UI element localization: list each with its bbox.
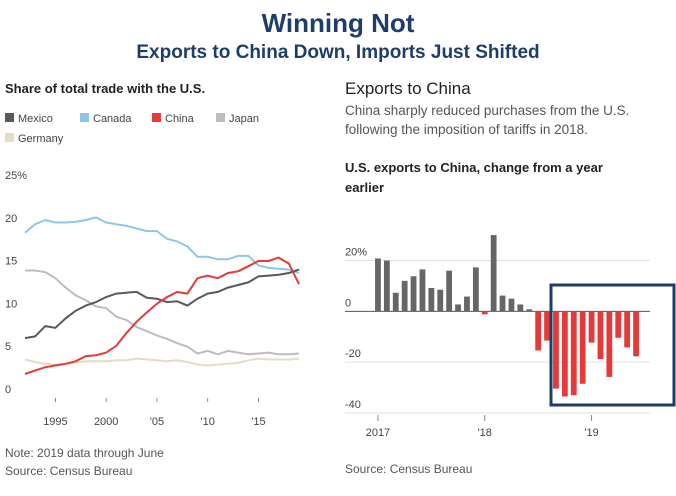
y-tick-label: 20 [5,213,17,225]
bar [624,311,631,348]
x-tick-label: '19 [584,427,598,439]
bar [588,311,595,343]
bar [606,311,613,377]
source: Source: Census Bureau [345,462,473,476]
bar [383,260,390,312]
legend-swatch [5,133,14,142]
line-series [24,268,300,340]
legend-swatch [152,113,161,122]
x-tick-label: 1995 [43,416,67,428]
legend-label: Japan [229,113,259,125]
bar [526,309,533,312]
y-tick-label: -20 [345,348,361,360]
bar [490,235,497,312]
bar [419,269,426,312]
page-title: Winning Not [261,8,415,38]
bar [464,296,470,312]
bar [561,311,568,397]
bar [570,311,577,396]
y-tick-label: 10 [5,298,17,310]
bar [437,289,444,312]
line-series [24,216,300,274]
bar [508,298,515,312]
y-tick-label: 25% [5,170,27,182]
bar [375,258,381,312]
bar [428,287,435,312]
chart-title: U.S. exports to China, change from a yea… [345,160,603,195]
line-series [24,256,300,375]
y-tick-label: 20% [345,247,367,259]
highlight-box [549,283,676,407]
y-tick-label: 0 [5,384,11,396]
x-tick-label: 2000 [94,416,118,428]
bar [615,311,622,338]
legend-swatch [216,113,225,122]
bar [455,304,461,312]
bar [579,311,586,384]
x-tick-label: '18 [478,427,492,439]
bar [481,311,488,315]
heading: Exports to China [345,79,471,98]
bar [517,304,524,312]
bar [499,295,506,312]
legend-label: China [165,113,195,125]
x-tick-label: 2017 [366,427,390,439]
y-tick-label: 5 [5,341,11,353]
line-series [25,269,300,356]
bar [544,311,550,341]
chart-title: Share of total trade with the U.S. [5,81,206,96]
bar [392,292,399,312]
bar [446,270,453,312]
x-tick-label: '15 [251,416,265,428]
legend-swatch [80,113,89,122]
legend-label: Germany [18,133,64,145]
description: China sharply reduced purchases from the… [345,103,630,137]
legend-label: Canada [93,113,132,125]
legend-label: Mexico [18,113,53,125]
legend-swatch [5,113,14,122]
bar [410,276,417,312]
x-tick-label: '05 [150,416,164,428]
bar [401,280,408,312]
y-tick-label: 0 [345,297,351,309]
bar [633,311,639,357]
x-tick-label: '10 [200,416,214,428]
note: Note: 2019 data through June [5,446,164,460]
y-tick-label: 15 [5,256,17,268]
page-subtitle: Exports to China Down, Imports Just Shif… [136,42,540,63]
bar [472,267,479,312]
bar [597,311,604,360]
source: Source: Census Bureau [5,464,133,478]
bar [535,311,542,351]
bar [553,311,559,389]
y-tick-label: -40 [345,399,361,411]
